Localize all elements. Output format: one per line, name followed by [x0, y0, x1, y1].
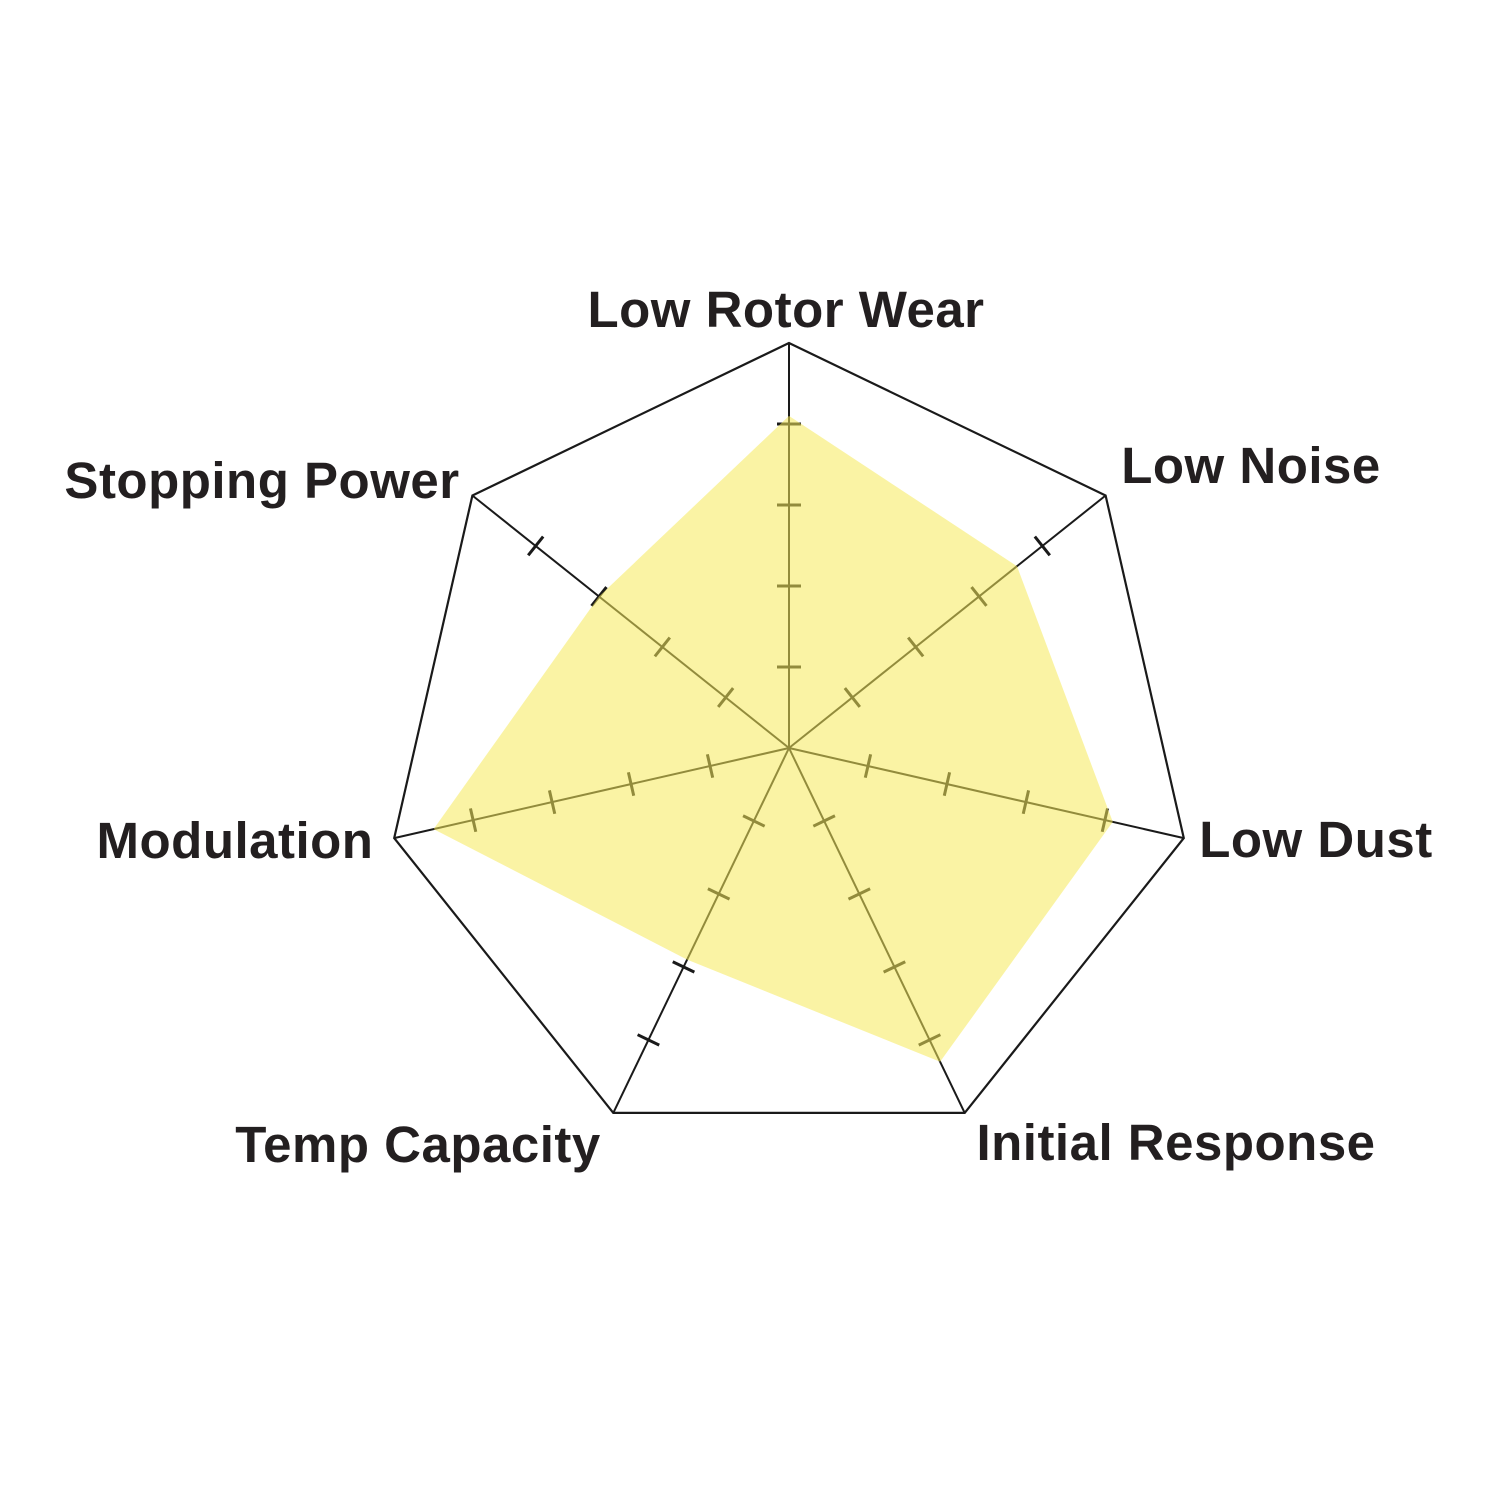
- axis-label-low-dust: Low Dust: [1199, 811, 1432, 868]
- axis-label-low-noise: Low Noise: [1121, 437, 1381, 494]
- tick-mark: [636, 1033, 660, 1047]
- axis-label-temp-capacity: Temp Capacity: [235, 1116, 601, 1173]
- radar-outline-group: [393, 341, 1185, 1115]
- radar-labels-group: Low Rotor Wear Low Noise Low Dust Initial R…: [64, 281, 1432, 1173]
- axis-label-stopping-power: Stopping Power: [64, 452, 459, 509]
- radar-outline: [393, 341, 1185, 1115]
- tick-mark: [1033, 535, 1051, 557]
- axis-label-initial-response: Initial Response: [976, 1114, 1375, 1171]
- tick-mark: [527, 535, 545, 557]
- radar-series-group: [433, 415, 1113, 1062]
- axis-label-low-rotor-wear: Low Rotor Wear: [587, 281, 984, 338]
- axis-label-modulation: Modulation: [97, 812, 374, 869]
- data-polygon: [433, 415, 1113, 1062]
- tick-mark: [672, 960, 696, 974]
